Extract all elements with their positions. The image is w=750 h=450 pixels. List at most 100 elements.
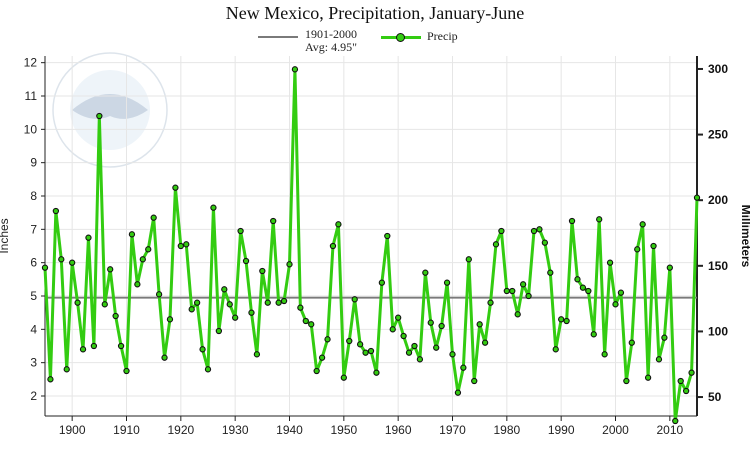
data-point	[324, 336, 331, 343]
data-point	[270, 217, 277, 225]
data-point	[280, 297, 288, 305]
y-tick-label: 9	[30, 156, 37, 170]
data-point	[264, 299, 271, 306]
noaa-logo-ring	[52, 52, 168, 168]
y-tick-label: 6	[30, 256, 37, 270]
noaa-logo-bird	[72, 94, 148, 119]
data-point	[356, 341, 364, 348]
data-point	[373, 369, 380, 376]
data-point	[107, 266, 114, 273]
data-point	[585, 287, 592, 295]
data-point	[161, 354, 168, 361]
data-point	[177, 242, 184, 250]
data-point	[128, 231, 136, 238]
data-point	[302, 317, 309, 325]
data-point	[193, 299, 201, 306]
noaa-logo-disc	[70, 70, 150, 150]
data-point	[682, 387, 690, 395]
noaa-logo-watermark	[52, 52, 168, 168]
data-point	[427, 319, 434, 326]
legend: 1901-2000 Avg: 4.95" Precip	[0, 28, 750, 54]
legend-reference-label: 1901-2000 Avg: 4.95"	[305, 28, 357, 54]
data-point	[438, 322, 445, 330]
data-point	[596, 216, 603, 223]
data-point	[210, 204, 217, 211]
y-tick-label: 11	[25, 89, 38, 103]
legend-series-label: Precip	[427, 29, 458, 43]
data-point	[509, 287, 516, 295]
data-point	[460, 364, 467, 371]
data-point	[487, 299, 494, 306]
legend-reference-avg: Avg: 4.95"	[305, 40, 358, 54]
y-tick-label: 12	[24, 56, 38, 70]
data-point	[318, 354, 326, 361]
x-tick-label: 1980	[493, 423, 520, 437]
x-tick-label: 1910	[113, 423, 140, 437]
data-point	[204, 366, 212, 373]
data-point	[628, 339, 635, 346]
data-point	[454, 389, 462, 396]
data-point	[449, 351, 456, 358]
data-point	[313, 367, 320, 375]
x-tick-label: 1900	[59, 423, 86, 437]
data-point	[492, 241, 500, 248]
data-point	[688, 369, 695, 376]
data-point	[47, 376, 54, 383]
data-point	[215, 327, 223, 335]
data-point	[259, 267, 266, 275]
data-point	[481, 339, 489, 346]
data-point	[623, 377, 630, 385]
data-point	[503, 287, 510, 295]
data-point	[74, 299, 81, 306]
data-point	[367, 347, 375, 355]
data-point	[275, 299, 282, 306]
data-point	[242, 257, 250, 265]
data-point	[661, 334, 668, 341]
data-point	[422, 269, 429, 276]
y-axis-title: Inches	[0, 218, 11, 253]
legend-reference-name: 1901-2000	[305, 27, 357, 41]
data-point	[400, 332, 407, 340]
y2-tick-label: 300	[708, 62, 728, 76]
data-point	[677, 377, 684, 385]
data-point	[606, 259, 614, 266]
data-point	[329, 242, 337, 250]
data-point	[655, 356, 663, 363]
data-point	[123, 367, 130, 375]
data-point	[384, 232, 391, 240]
data-point	[63, 366, 70, 373]
data-point	[58, 256, 65, 263]
data-point	[389, 326, 396, 333]
data-point	[41, 264, 49, 271]
data-point	[650, 242, 657, 250]
data-point	[498, 227, 505, 235]
data-point	[221, 286, 228, 293]
data-point	[199, 346, 206, 353]
y-tick-label: 4	[30, 322, 37, 336]
data-point	[693, 194, 701, 201]
data-point	[378, 279, 386, 286]
data-point	[443, 279, 451, 286]
y2-axis-title: Millimeters	[739, 205, 750, 268]
data-point	[465, 256, 472, 263]
x-tick-label: 1930	[222, 423, 249, 437]
data-point	[253, 351, 261, 358]
data-point	[297, 304, 304, 311]
data-point	[188, 306, 195, 313]
x-tick-label: 1950	[330, 423, 357, 437]
data-point	[568, 217, 576, 225]
data-point	[416, 356, 424, 363]
x-tick-label: 1940	[276, 423, 303, 437]
data-point	[672, 417, 679, 425]
data-point	[335, 221, 342, 228]
data-point	[617, 289, 625, 296]
data-point	[601, 351, 608, 358]
y2-tick-label: 100	[708, 324, 728, 338]
data-point	[150, 214, 157, 221]
x-tick-label: 2000	[602, 423, 629, 437]
data-point	[547, 269, 554, 276]
data-point	[117, 342, 125, 350]
y-tick-label: 10	[24, 122, 38, 136]
data-point	[411, 342, 418, 350]
data-point	[237, 227, 244, 235]
